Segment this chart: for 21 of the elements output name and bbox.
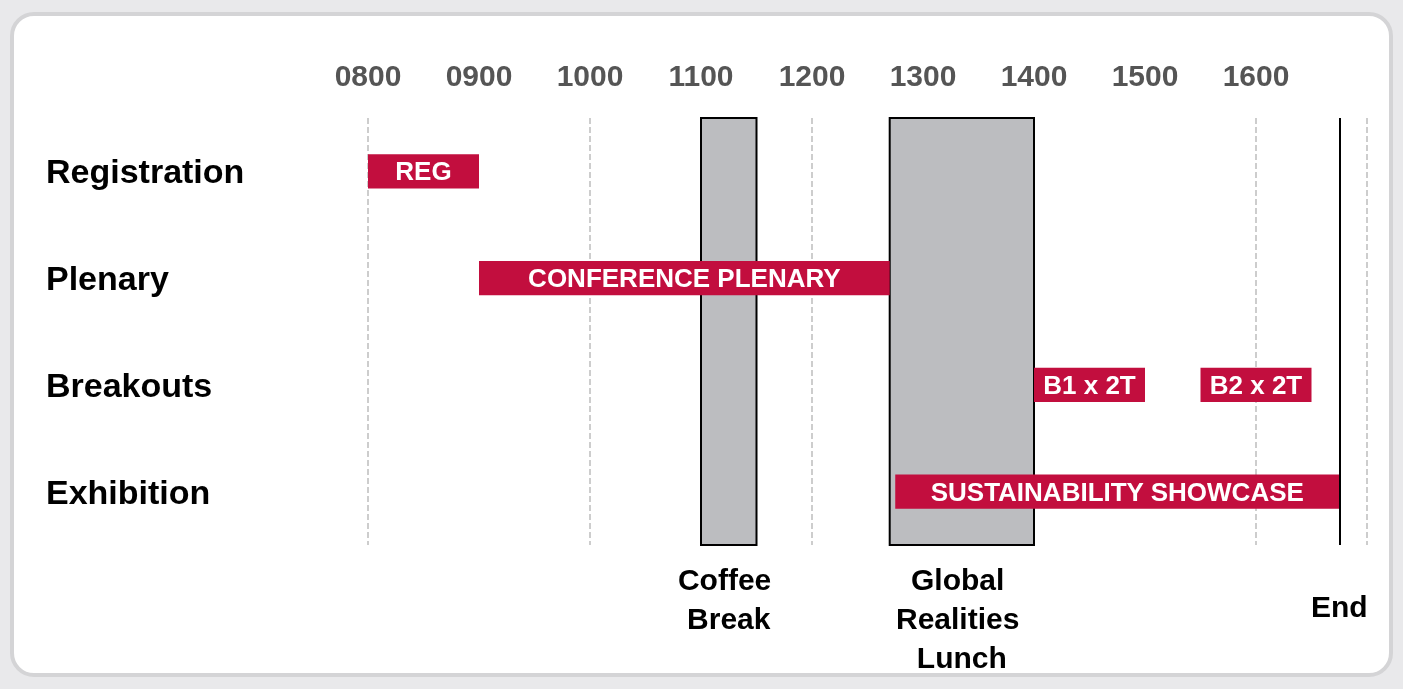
y-tick-label: Plenary xyxy=(46,259,169,298)
x-tick-label: 1200 xyxy=(778,58,846,92)
band-label: Coffee Break xyxy=(677,563,780,635)
x-tick-label: 1300 xyxy=(889,58,957,92)
data-label: CONFERENCE PLENARY xyxy=(528,263,841,294)
x-tick-label: 1500 xyxy=(1111,58,1179,92)
ref-line-label: End xyxy=(1310,589,1368,623)
data-label: REG xyxy=(395,156,452,187)
data-label: B2 x 2T xyxy=(1209,369,1303,400)
data-label: SUSTAINABILITY SHOWCASE xyxy=(930,476,1304,507)
x-tick-label: 0900 xyxy=(445,58,513,92)
x-tick-label: 1100 xyxy=(668,58,734,92)
band-label: Global Realities Lunch xyxy=(895,563,1028,674)
x-tick-label: 0800 xyxy=(334,58,402,92)
x-tick-label: 1000 xyxy=(556,58,624,92)
y-tick-label: Breakouts xyxy=(46,365,213,404)
x-tick-label: 1400 xyxy=(1000,58,1068,92)
x-tick-label: 1600 xyxy=(1222,58,1290,92)
data-label: B1 x 2T xyxy=(1043,369,1136,400)
y-tick-label: Exhibition xyxy=(46,472,211,511)
y-tick-label: Registration xyxy=(46,152,245,191)
